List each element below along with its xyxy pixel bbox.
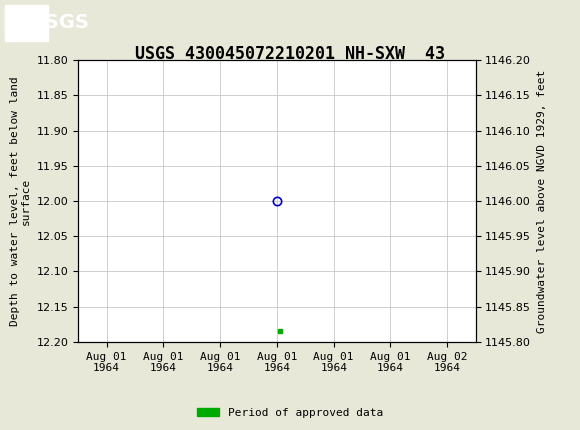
Y-axis label: Groundwater level above NGVD 1929, feet: Groundwater level above NGVD 1929, feet bbox=[536, 69, 547, 333]
Text: USGS: USGS bbox=[29, 13, 89, 32]
Legend: Period of approved data: Period of approved data bbox=[193, 403, 387, 422]
Y-axis label: Depth to water level, feet below land
surface: Depth to water level, feet below land su… bbox=[9, 76, 31, 326]
Text: USGS 430045072210201 NH-SXW  43: USGS 430045072210201 NH-SXW 43 bbox=[135, 45, 445, 63]
FancyBboxPatch shape bbox=[5, 4, 48, 41]
Text: █: █ bbox=[5, 8, 20, 37]
